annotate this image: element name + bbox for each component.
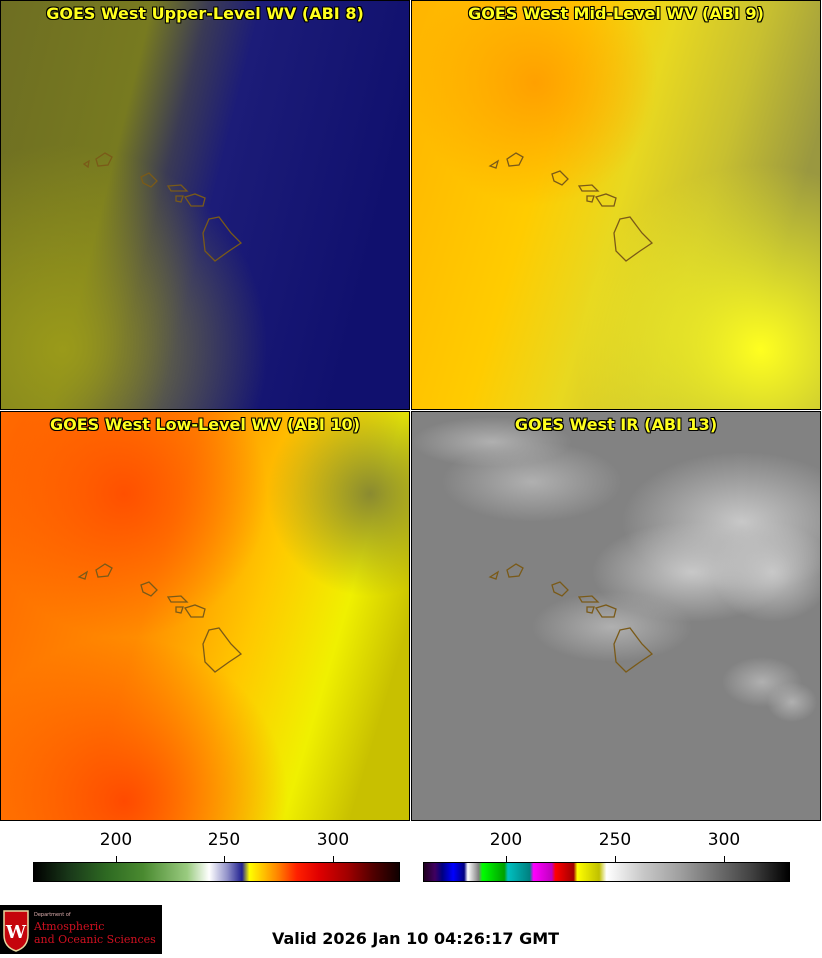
hawaii-islands-outline xyxy=(77,563,243,673)
colorbar-tick xyxy=(506,856,507,862)
colorbar-tick xyxy=(116,856,117,862)
panel-title: GOES West Mid-Level WV (ABI 9) xyxy=(468,4,764,23)
logo-line-3: and Oceanic Sciences xyxy=(34,933,156,946)
panel-ir: GOES West IR (ABI 13) xyxy=(411,411,821,821)
valid-timestamp: Valid 2026 Jan 10 04:26:17 GMT xyxy=(272,929,560,948)
colorbar-tick xyxy=(333,856,334,862)
aos-logo: W Department of Atmospheric and Oceanic … xyxy=(0,905,162,954)
panel-low-level-wv: GOES West Low-Level WV (ABI 10) xyxy=(0,411,410,821)
hawaii-islands-outline xyxy=(488,152,654,262)
svg-text:W: W xyxy=(5,922,27,943)
ir-image xyxy=(412,412,820,820)
uw-crest-icon: W xyxy=(3,910,29,952)
hawaii-islands-outline xyxy=(82,152,243,262)
panel-title: GOES West Upper-Level WV (ABI 8) xyxy=(46,4,364,23)
colorbar-tick-label: 200 xyxy=(489,830,523,850)
colorbar-tick-label: 300 xyxy=(316,830,350,850)
colorbar-wv xyxy=(33,862,400,882)
low-level-wv-image xyxy=(1,412,409,820)
colorbar-ir xyxy=(423,862,790,882)
mid-level-wv-image xyxy=(412,1,820,409)
colorbar-tick xyxy=(224,856,225,862)
colorbar-tick-label: 250 xyxy=(598,830,632,850)
logo-line-1: Department of xyxy=(34,912,71,918)
panel-title: GOES West Low-Level WV (ABI 10) xyxy=(49,415,360,434)
logo-line-2: Atmospheric xyxy=(34,920,105,933)
panel-title: GOES West IR (ABI 13) xyxy=(514,415,718,434)
colorbar-tick xyxy=(615,856,616,862)
upper-level-wv-image xyxy=(1,1,409,409)
colorbar-tick-label: 300 xyxy=(707,830,741,850)
colorbar-tick-label: 200 xyxy=(99,830,133,850)
colorbar-tick xyxy=(724,856,725,862)
hawaii-islands-outline xyxy=(488,563,654,673)
panel-upper-level-wv: GOES West Upper-Level WV (ABI 8) xyxy=(0,0,410,410)
panel-mid-level-wv: GOES West Mid-Level WV (ABI 9) xyxy=(411,0,821,410)
colorbar-tick-label: 250 xyxy=(207,830,241,850)
